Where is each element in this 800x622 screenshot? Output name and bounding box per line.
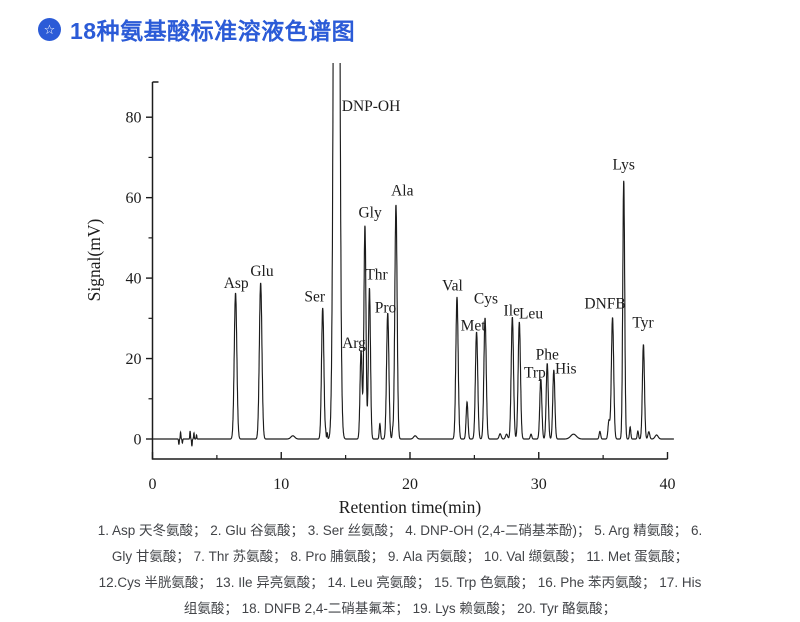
peak-label-ile: Ile xyxy=(504,303,520,320)
peak-label-leu: Leu xyxy=(519,305,543,322)
x-tick-label: 0 xyxy=(149,476,157,493)
peak-label-ser: Ser xyxy=(304,288,326,305)
peak-label-dnp-oh: DNP-OH xyxy=(342,98,401,115)
chromatogram-figure: 0 20 40 60 80 0 10 20 30 40 Retention time(min) Sig… xyxy=(0,55,800,517)
y-tick-label: 60 xyxy=(126,190,142,207)
peak-label-his: His xyxy=(555,360,577,377)
y-tick-label: 20 xyxy=(126,351,142,368)
y-tick-label: 40 xyxy=(126,271,142,288)
peak-label-gly: Gly xyxy=(358,204,382,221)
caption-line: 12.Cys 半胱氨酸； 13. Ile 异亮氨酸； 14. Leu 亮氨酸； … xyxy=(98,575,702,590)
peak-label-phe: Phe xyxy=(536,346,559,363)
peak-label-cys: Cys xyxy=(474,290,498,307)
figure-caption: 1. Asp 天冬氨酸； 2. Glu 谷氨酸； 3. Ser 丝氨酸； 4. … xyxy=(0,518,800,622)
y-tick-label: 0 xyxy=(134,432,142,449)
peak-label-arg: Arg xyxy=(342,335,366,352)
peak-label-tyr: Tyr xyxy=(632,315,654,332)
y-tick-label: 80 xyxy=(126,110,142,127)
x-tick-label: 20 xyxy=(402,476,418,493)
axes xyxy=(151,81,668,460)
x-tick-label: 10 xyxy=(273,476,289,493)
caption-line: 1. Asp 天冬氨酸； 2. Glu 谷氨酸； 3. Ser 丝氨酸； 4. … xyxy=(97,523,703,538)
peak-label-trp: Trp xyxy=(524,364,546,381)
chromatogram-trace xyxy=(153,63,674,447)
page-title: 18种氨基酸标准溶液色谱图 xyxy=(70,18,356,44)
peak-label-pro: Pro xyxy=(375,299,397,316)
x-axis-title: Retention time(min) xyxy=(339,497,482,517)
star-badge-icon: ☆ xyxy=(38,17,61,41)
chromatogram-chart: 0 20 40 60 80 0 10 20 30 40 Retention time(min) Sig… xyxy=(84,63,676,517)
x-tick-label: 40 xyxy=(660,476,676,493)
section-header: ☆ 18种氨基酸标准溶液色谱图 xyxy=(38,12,355,46)
peak-label-asp: Asp xyxy=(224,275,249,292)
caption-line: 组氨酸； 18. DNFB 2,4-二硝基氟苯； 19. Lys 赖氨酸； 20… xyxy=(183,601,617,616)
peak-label-dnfb: DNFB xyxy=(584,295,625,312)
peak-label-glu: Glu xyxy=(250,263,274,280)
peak-label-thr: Thr xyxy=(365,266,388,283)
caption-line: Gly 甘氨酸； 7. Thr 苏氨酸； 8. Pro 脯氨酸； 9. Ala … xyxy=(111,549,689,564)
y-axis-title: Signal(mV) xyxy=(84,219,104,302)
peak-label-met: Met xyxy=(461,317,487,334)
peak-label-lys: Lys xyxy=(613,156,635,173)
peak-label-ala: Ala xyxy=(391,183,414,200)
x-tick-label: 30 xyxy=(531,476,547,493)
peak-label-val: Val xyxy=(442,278,463,295)
